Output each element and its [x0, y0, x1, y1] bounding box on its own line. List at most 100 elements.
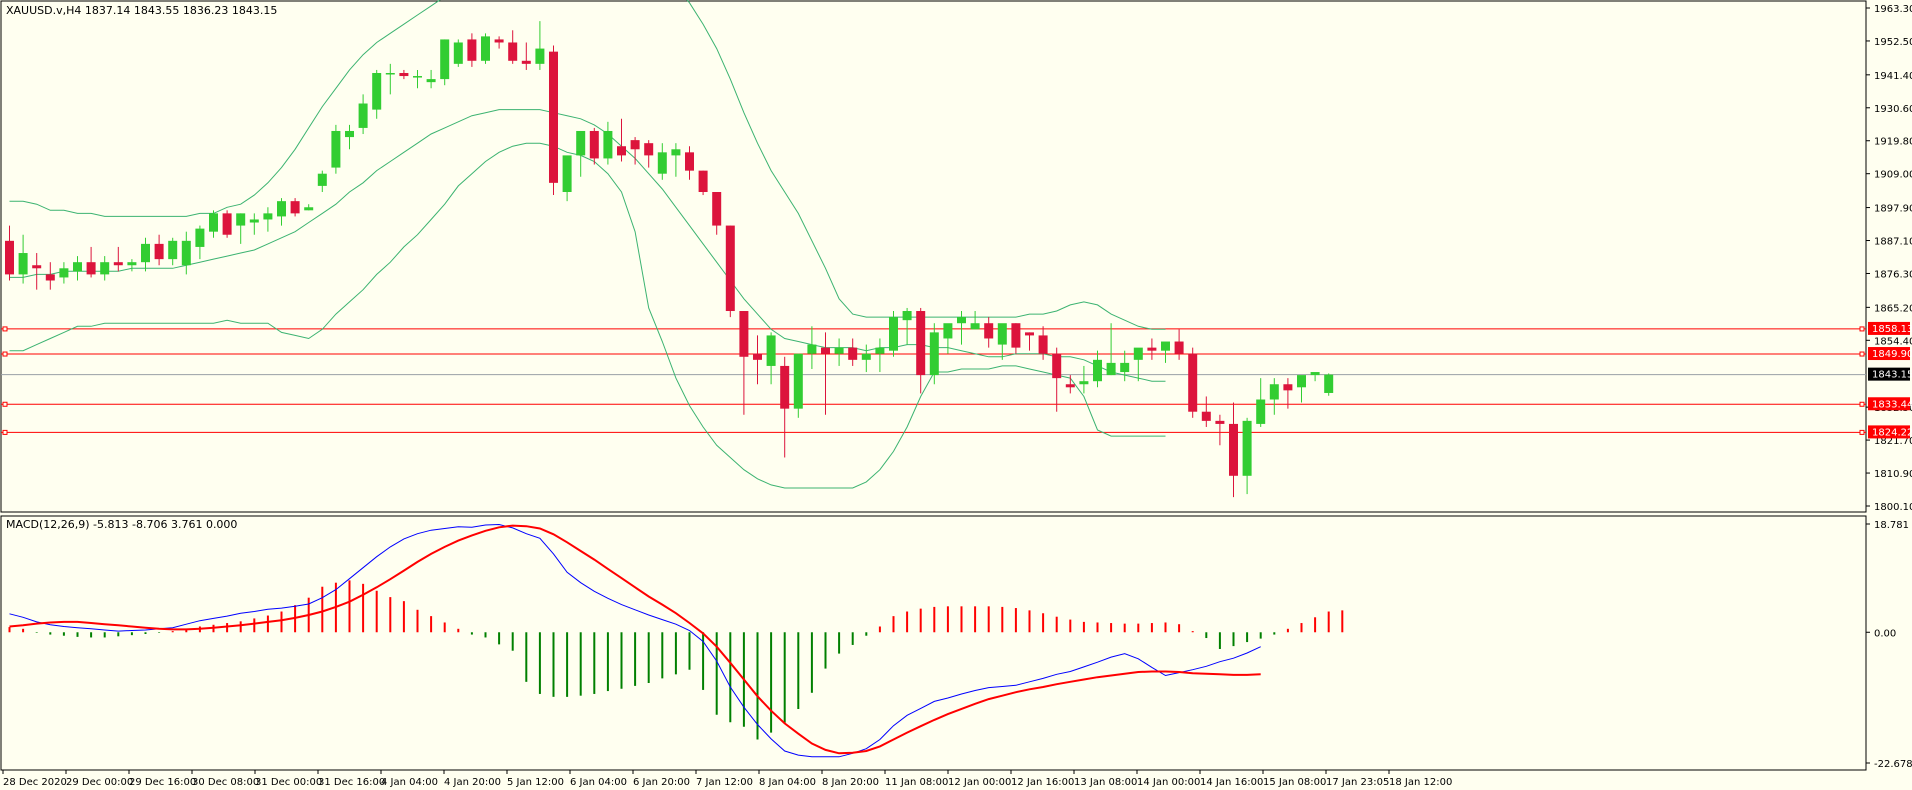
candle-body: [725, 225, 735, 312]
price-tick-label: 1909.00: [1874, 170, 1912, 181]
price-pane[interactable]: XAUUSD.v,H4 1837.14 1843.55 1836.23 1843…: [0, 0, 1867, 513]
candle-body: [1065, 384, 1075, 388]
candle-body: [1120, 362, 1130, 373]
price-pane-frame: [0, 0, 1867, 513]
candle-body: [263, 213, 273, 220]
candle-body: [385, 72, 395, 75]
candle-body: [467, 39, 477, 61]
level-anchor-right[interactable]: [1859, 429, 1865, 435]
candle-body: [1161, 341, 1170, 351]
time-tick-label: 8 Jan 20:00: [822, 777, 879, 788]
level-price-badge: [1868, 397, 1910, 411]
candle-body: [617, 146, 626, 156]
time-tick-label: 12 Jan 00:00: [948, 777, 1011, 788]
candle-body: [957, 317, 966, 324]
candle-body: [413, 76, 422, 78]
candle-body: [1201, 411, 1211, 421]
candle-body: [345, 130, 354, 138]
candle-body: [32, 265, 42, 269]
time-tick-label: 4 Jan 04:00: [381, 777, 438, 788]
candle-body: [807, 344, 817, 354]
time-tick-label: 30 Dec 08:00: [192, 777, 259, 788]
level-anchor-right[interactable]: [1859, 326, 1865, 332]
candle-body: [1229, 423, 1238, 476]
candle-body: [916, 311, 926, 376]
candle-body: [997, 323, 1007, 345]
candle-body: [562, 155, 572, 193]
level-anchor-right[interactable]: [1859, 351, 1865, 357]
candle-body: [1147, 347, 1157, 351]
candle-body: [222, 213, 232, 235]
time-tick-label: 28 Dec 2020: [3, 777, 67, 788]
price-tick-label: 1887.10: [1874, 237, 1912, 248]
candle-body: [929, 332, 939, 376]
candle-body: [249, 219, 259, 223]
candle-body: [1297, 375, 1306, 388]
bollinger-upper-band: [9, 0, 1166, 330]
candle-body: [521, 60, 531, 64]
candle-body: [168, 240, 178, 260]
candle-body: [277, 201, 286, 217]
candle-body: [290, 201, 300, 214]
candle-body: [440, 39, 450, 80]
bollinger-lower-band: [9, 142, 1166, 489]
candle-body: [1256, 399, 1266, 424]
price-tick-label: 1821.70: [1874, 436, 1912, 447]
candle-body: [59, 268, 69, 278]
candle-body: [331, 130, 341, 168]
time-tick-label: 13 Jan 08:00: [1074, 777, 1137, 788]
candle-body: [793, 353, 803, 409]
price-tick-label: 1865.20: [1874, 303, 1912, 314]
time-tick-label: 15 Jan 08:00: [1263, 777, 1326, 788]
candle-body: [304, 207, 314, 211]
candle-body: [644, 143, 654, 156]
candle-body: [902, 311, 912, 321]
level-anchor-left[interactable]: [2, 326, 8, 332]
candle-body: [630, 140, 640, 150]
candle-body: [141, 243, 150, 263]
macd-signal-line: [9, 524, 1261, 755]
current-price-label: 1843.15: [1872, 370, 1912, 381]
price-plot-area: [1, 0, 1866, 498]
candle-body: [1079, 381, 1089, 385]
level-price-badge: [1868, 321, 1910, 335]
candle-body: [657, 152, 667, 174]
candle-body: [603, 130, 613, 159]
current-price-badge: [1868, 367, 1910, 381]
level-price-badge: [1868, 425, 1910, 439]
price-tick-label: 1963.30: [1874, 4, 1912, 15]
candle-body: [1011, 323, 1021, 348]
candle-body: [1106, 362, 1116, 376]
candle-body: [943, 323, 953, 339]
time-tick-label: 31 Dec 00:00: [255, 777, 322, 788]
price-axis: 1963.30 1952.50 1941.40 1930.60 1919.80 1909.…: [1866, 4, 1912, 513]
candle-body: [1324, 374, 1334, 393]
candle-body: [453, 42, 463, 64]
level-anchor-left[interactable]: [2, 401, 8, 407]
macd-pane-frame: [0, 515, 1867, 771]
candle-body: [195, 228, 205, 247]
level-anchor-right[interactable]: [1859, 401, 1865, 407]
time-tick-label: 6 Jan 20:00: [633, 777, 690, 788]
candle-body: [494, 39, 504, 43]
level-price-label: 1824.22: [1872, 427, 1912, 438]
price-tick-label: 1854.40: [1874, 336, 1912, 347]
level-price-badge: [1868, 347, 1910, 361]
level-price-label: 1849.90: [1872, 349, 1912, 360]
candle-body: [970, 323, 980, 330]
candle-body: [154, 243, 164, 260]
level-anchor-left[interactable]: [2, 429, 8, 435]
level-anchor-left[interactable]: [2, 351, 8, 357]
price-tick-label: 1800.10: [1874, 502, 1912, 513]
candle-body: [549, 51, 558, 183]
time-tick-label: 17 Jan 23:05: [1326, 777, 1389, 788]
price-tick-label: 1876.30: [1874, 269, 1912, 280]
candle-body: [358, 103, 368, 128]
time-tick-label: 29 Dec 16:00: [129, 777, 196, 788]
level-price-label: 1858.13: [1872, 324, 1912, 335]
macd-pane[interactable]: MACD(12,26,9) -5.813 -8.706 3.761 0.000: [0, 515, 1867, 771]
candle-body: [100, 262, 110, 275]
candle-body: [127, 262, 137, 266]
